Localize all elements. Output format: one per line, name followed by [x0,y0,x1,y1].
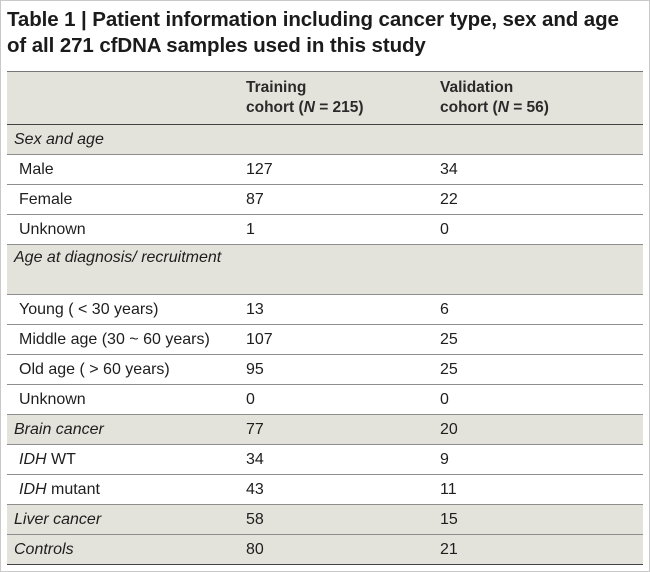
header-validation-line2: cohort (N = 56) [440,99,549,116]
table-row-sex-unknown: Unknown 1 0 [7,214,643,245]
row-label: Old age ( > 60 years) [7,354,245,385]
training-value: 0 [245,384,439,415]
header-empty-cell [7,71,245,125]
row-label: Unknown [7,384,245,415]
training-value [245,244,439,295]
table-header-row: Training cohort (N = 215) Validation coh… [7,71,643,125]
table-row-female: Female 87 22 [7,184,643,215]
header-training-line1: Training [246,79,307,96]
section-row-controls: Controls 80 21 [7,534,643,565]
table-row-idh-wt: IDH WT 34 9 [7,444,643,475]
validation-value: 21 [439,534,643,565]
section-row-liver-cancer: Liver cancer 58 15 [7,504,643,535]
row-label: Controls [7,534,245,565]
validation-value [439,244,643,295]
training-value: 87 [245,184,439,215]
training-value: 43 [245,474,439,505]
row-label: Sex and age [7,124,245,155]
training-value: 80 [245,534,439,565]
row-label: Female [7,184,245,215]
table-row-young: Young ( < 30 years) 13 6 [7,294,643,325]
row-label: IDH mutant [7,474,245,505]
validation-value: 34 [439,154,643,185]
validation-value: 25 [439,354,643,385]
training-value: 58 [245,504,439,535]
training-value: 77 [245,414,439,445]
row-label: Unknown [7,214,245,245]
training-value: 1 [245,214,439,245]
validation-value: 15 [439,504,643,535]
training-value: 107 [245,324,439,355]
header-validation-cohort: Validation cohort (N = 56) [439,71,643,125]
table-row-age-unknown: Unknown 0 0 [7,384,643,415]
training-value: 127 [245,154,439,185]
validation-value: 6 [439,294,643,325]
training-value [245,124,439,155]
table-row-male: Male 127 34 [7,154,643,185]
row-label: Liver cancer [7,504,245,535]
section-row-brain-cancer: Brain cancer 77 20 [7,414,643,445]
row-label: IDH WT [7,444,245,475]
table-row-middle-age: Middle age (30 ~ 60 years) 107 25 [7,324,643,355]
section-row-sex-and-age: Sex and age [7,124,643,155]
validation-value: 11 [439,474,643,505]
validation-value: 9 [439,444,643,475]
row-label: Male [7,154,245,185]
row-label: Middle age (30 ~ 60 years) [7,324,245,355]
validation-value: 0 [439,384,643,415]
validation-value: 25 [439,324,643,355]
table-title: Table 1 | Patient information including … [7,8,619,57]
validation-value: 20 [439,414,643,445]
patient-information-table: Training cohort (N = 215) Validation coh… [7,71,643,565]
table-row-old-age: Old age ( > 60 years) 95 25 [7,354,643,385]
training-value: 13 [245,294,439,325]
header-training-cohort: Training cohort (N = 215) [245,71,439,125]
validation-value: 0 [439,214,643,245]
training-value: 34 [245,444,439,475]
validation-value: 22 [439,184,643,215]
section-row-age-at-diagnosis: Age at diagnosis/ recruitment [7,244,643,295]
row-label: Young ( < 30 years) [7,294,245,325]
training-value: 95 [245,354,439,385]
validation-value [439,124,643,155]
row-label: Brain cancer [7,414,245,445]
row-label: Age at diagnosis/ recruitment [7,244,245,295]
header-training-line2: cohort (N = 215) [246,99,364,116]
table-row-idh-mutant: IDH mutant 43 11 [7,474,643,505]
header-validation-line1: Validation [440,79,514,96]
